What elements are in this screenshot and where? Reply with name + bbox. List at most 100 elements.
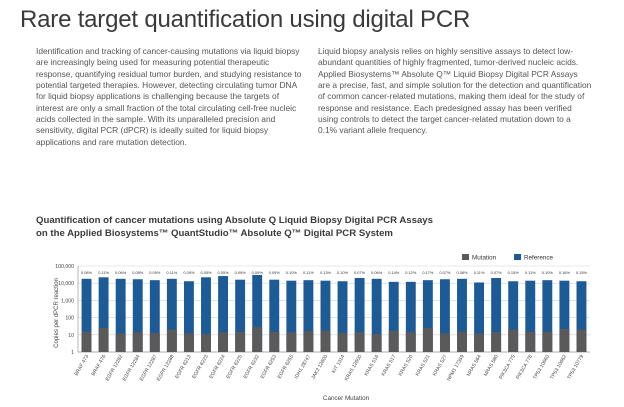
legend-label-reference: Reference <box>524 254 554 261</box>
vaf-annotation: 0.12% <box>405 270 417 275</box>
vaf-annotation: 0.11% <box>98 270 109 275</box>
mutation-bar <box>252 327 263 352</box>
reference-bar <box>183 281 194 352</box>
mutation-bar <box>149 332 160 352</box>
y-tick-label: 1,000 <box>61 298 74 304</box>
vaf-annotation: 0.08% <box>81 270 93 275</box>
vaf-annotation: 0.09% <box>149 270 161 275</box>
chart-heading: Quantification of cancer mutations using… <box>36 214 433 240</box>
x-tick-label: PIK3CA 775 <box>498 354 517 381</box>
x-tick-label: EGFR 6213 <box>174 354 193 380</box>
x-tick-label: EGFR 6223 <box>191 354 210 380</box>
y-tick-label: 10 <box>68 333 74 339</box>
reference-bar <box>474 282 485 352</box>
mutation-bar <box>354 332 365 352</box>
vaf-annotation: 0.05% <box>200 270 212 275</box>
vaf-annotation: 0.10% <box>337 270 349 275</box>
x-tick-label: KRAS 12600 <box>344 354 364 382</box>
y-tick-label: 1 <box>71 350 74 356</box>
page-title: Rare target quantification using digital… <box>20 6 471 33</box>
mutation-bar <box>235 331 246 352</box>
vaf-annotation: 0.08% <box>456 270 468 275</box>
vaf-annotation: 0.11% <box>525 270 536 275</box>
x-tick-label: TP53 10662 <box>549 354 568 381</box>
mutation-bar <box>218 332 229 352</box>
x-tick-label: PIK3CA 776 <box>515 354 534 381</box>
mutation-bar <box>286 332 297 352</box>
vaf-annotation: 0.15% <box>576 270 588 275</box>
x-tick-label: NRAS 580 <box>483 354 500 378</box>
vaf-annotation: 0.09% <box>183 270 195 275</box>
mutation-bar <box>388 330 399 352</box>
vaf-annotation: 0.13% <box>320 270 332 275</box>
reference-bar <box>354 278 365 352</box>
vaf-annotation: 0.16% <box>559 270 571 275</box>
vaf-annotation: 0.06% <box>115 270 127 275</box>
mutation-bar <box>474 333 485 352</box>
vaf-annotation: 0.11% <box>166 270 177 275</box>
legend-swatch-reference <box>514 254 521 260</box>
x-axis-label: Cancer Mutation <box>323 395 370 402</box>
legend-swatch-mutation <box>462 254 469 260</box>
reference-bar <box>559 280 570 352</box>
legend-label-mutation: Mutation <box>472 254 497 261</box>
x-tick-label: EGFR 12288 <box>156 354 176 382</box>
mutation-bar <box>439 333 450 352</box>
vaf-annotation: 0.15% <box>508 270 520 275</box>
mutation-bar <box>303 331 314 352</box>
mutation-bar <box>405 332 416 352</box>
vaf-annotation: 0.08% <box>132 270 144 275</box>
x-tick-label: KRAS 527 <box>432 354 449 377</box>
mutation-bar <box>201 334 211 352</box>
vaf-annotation: 0.17% <box>422 270 434 275</box>
x-tick-label: BRAF 473 <box>74 354 91 377</box>
x-tick-label: KRAS 517 <box>381 354 398 377</box>
x-tick-label: KRAS 521 <box>415 354 432 377</box>
mutation-bar <box>183 333 194 352</box>
x-tick-label: KRAS 520 <box>398 354 415 377</box>
reference-bar <box>303 280 314 352</box>
reference-bar <box>115 278 126 352</box>
x-tick-label: EGFR 6253 <box>260 354 279 380</box>
x-tick-label: JAK2 12600 <box>310 354 329 381</box>
mutation-bar <box>166 329 177 352</box>
reference-bar <box>508 281 519 352</box>
mutation-bar <box>457 331 467 352</box>
y-tick-label: 100,000 <box>55 264 74 270</box>
mutation-bar <box>371 334 382 352</box>
x-tick-label: TP53 10779 <box>566 354 585 381</box>
reference-bar <box>337 281 348 352</box>
reference-bar <box>457 278 467 352</box>
vaf-annotation: 0.10% <box>542 270 554 275</box>
vaf-annotation: 0.14% <box>388 270 400 275</box>
mutation-bar <box>81 331 92 352</box>
mutation-bar <box>422 327 433 352</box>
reference-bar <box>320 280 331 352</box>
reference-bar <box>439 279 450 352</box>
mutation-bar <box>525 331 536 352</box>
vaf-annotation: 0.11% <box>303 270 314 275</box>
x-tick-label: EGFR 6224 <box>208 354 227 380</box>
x-tick-label: EGFR 6255 <box>277 354 296 380</box>
reference-bar <box>252 274 263 352</box>
vaf-annotation: 0.10% <box>286 270 298 275</box>
x-tick-label: IDH1 28747 <box>294 354 313 380</box>
intro-paragraph-right: Liquid biopsy analysis relies on highly … <box>318 46 592 136</box>
vaf-annotation: 0.07% <box>491 270 503 275</box>
vaf-annotation: 0.07% <box>354 270 366 275</box>
reference-bar <box>371 278 382 352</box>
mutation-bar <box>269 331 280 352</box>
reference-bar <box>422 280 433 352</box>
reference-bar <box>132 279 143 352</box>
vaf-annotation: 0.06% <box>371 270 383 275</box>
mutation-bar <box>491 332 502 352</box>
reference-bar <box>286 280 297 352</box>
intro-paragraph-left: Identification and tracking of cancer-ca… <box>36 46 302 147</box>
vaf-annotation: 0.09% <box>269 270 281 275</box>
vaf-annotation: 0.09% <box>252 270 264 275</box>
x-tick-label: NPM1 17359 <box>446 354 466 382</box>
mutation-bar <box>320 330 331 352</box>
mutation-bar <box>508 329 519 352</box>
reference-bar <box>491 278 502 352</box>
reference-bar <box>388 281 399 352</box>
